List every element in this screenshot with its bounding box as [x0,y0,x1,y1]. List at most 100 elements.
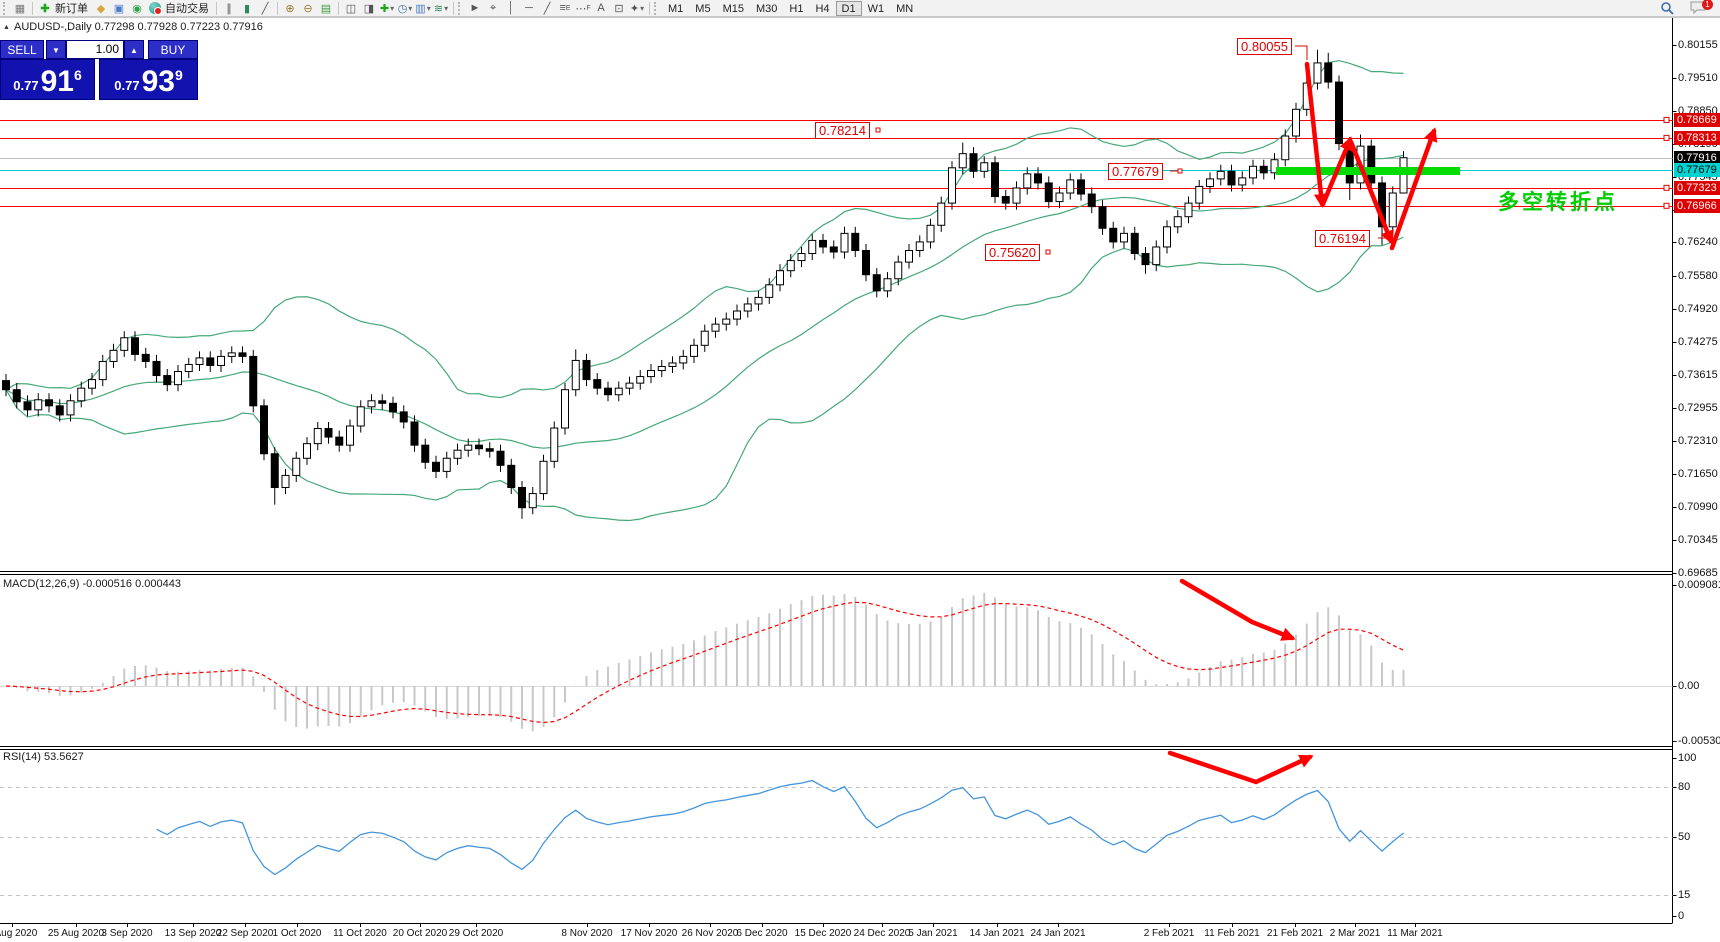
bar-chart-icon[interactable]: ∥ [226,2,232,15]
date-tick-label: 3 Sep 2020 [101,928,153,939]
indicator-list-icon[interactable]: ≋ ▾ [433,2,449,15]
timeframe-M15[interactable]: M15 [722,2,744,15]
date-tick-label: 24 Jan 2021 [1030,928,1086,939]
chat-badge: 1 [1702,0,1713,10]
date-tick-label: 6 Dec 2020 [736,928,788,939]
price-tick: 0.72955 [1678,402,1718,415]
price-tick: 0.69685 [1678,567,1718,579]
search-icon[interactable] [1658,1,1676,16]
timeframe-bar: M1 M5 M15 M30 H1 H4 D1 W1 MN [662,0,919,16]
trendline-icon[interactable]: ╱ [543,2,551,15]
auto-trading-label[interactable]: 自动交易 [165,3,209,15]
auto-arrange-icon[interactable]: ◫ [345,2,357,15]
volume-down-button[interactable]: ▼ [46,40,66,59]
date-tick-label: 11 Feb 2021 [1204,928,1260,939]
timeframe-D1[interactable]: D1 [835,0,862,16]
date-tick-label: 11 Oct 2020 [333,928,387,939]
date-tick-label: 22 Sep 2020 [216,928,274,939]
price-axis-badge: 0.78669 [1674,112,1720,127]
eraser-icon[interactable]: ◆ [96,2,106,15]
rsi-tick: 0 [1678,910,1685,922]
toolbar-grip[interactable] [654,1,659,15]
date-tick-label: 20 Oct 2020 [392,928,448,939]
date-tick-label: 14 Jan 2021 [969,928,1025,939]
chart-price-label[interactable]: 0.75620 [985,244,1040,261]
auto-trading-icon[interactable] [146,1,164,16]
price-tick: 0.71650 [1678,467,1718,480]
toolbar-grip[interactable] [3,1,8,15]
date-tick-label: 15 Dec 2020 [794,928,852,939]
bid-price[interactable]: 0.77 91 6 [0,59,95,100]
buy-button[interactable]: BUY [148,40,198,59]
chart-price-label[interactable]: 0.80055 [1237,38,1292,55]
zoom-out-icon[interactable]: ⊖ [303,2,313,15]
volume-input[interactable]: 1.00 [66,40,124,59]
chart-price-label[interactable]: 0.76194 [1315,230,1370,247]
date-tick-label: 25 Aug 2020 [47,928,105,939]
price-tick: 0.80155 [1678,39,1718,51]
signal-icon[interactable]: ◉ [132,2,142,15]
ask-price[interactable]: 0.77 93 9 [99,59,198,100]
price-axis-badge: 0.76966 [1674,198,1720,213]
equidistant-channel-icon[interactable]: ≡ E [559,2,571,14]
timeframe-H1[interactable]: H1 [789,2,804,15]
timeframe-M1[interactable]: M1 [668,2,684,15]
shapes-icon[interactable]: ✦ ▾ [629,2,645,15]
line-chart-icon[interactable]: ╱ [261,2,269,15]
volume-up-button[interactable]: ▲ [124,40,144,59]
chat-icon[interactable]: 1 [1690,0,1713,16]
toolbar: ▦ ✚ 新订单 ◆ ▣ ◉ 自动交易 ∥ ▮ ╱ ⊕ ⊖ ▤ ◫ ◨ ✚ ▾ ◷ ▾… [0,0,1720,17]
sell-button[interactable]: SELL [0,40,44,59]
rsi-tick: 50 [1678,831,1691,843]
date-tick-label: 2 Mar 2021 [1329,928,1381,939]
date-tick-label: 21 Feb 2021 [1266,928,1324,939]
price-axis-badge: 0.77323 [1674,180,1720,195]
date-tick-label: 11 Mar 2021 [1387,928,1443,939]
macd-label: MACD(12,26,9) -0.000516 0.000443 [3,578,181,590]
timeframe-W1[interactable]: W1 [867,2,885,15]
price-axis-badge: 0.77916 [1674,150,1720,165]
chart-window-icon[interactable]: ▦ [14,2,26,15]
price-tick: 0.72310 [1678,434,1718,447]
price-tick: 0.70990 [1678,501,1718,514]
toolbar-grip[interactable] [458,1,463,15]
timeframe-M5[interactable]: M5 [695,2,711,15]
text-icon[interactable]: A [597,2,605,14]
tile-windows-icon[interactable]: ▤ [320,2,332,15]
vertical-line-icon[interactable]: │ [507,2,515,14]
horizontal-line-icon[interactable]: ─ [525,2,533,14]
macd-tick: 0.009081 [1678,579,1720,591]
date-tick-label: 5 Jan 2021 [908,928,958,939]
rsi-tick: 15 [1678,889,1691,901]
candlestick-chart-icon[interactable]: ▮ [243,2,251,15]
toolbar-separator [216,1,217,15]
date-tick-label: 2 Feb 2021 [1143,928,1195,939]
timeframe-M30[interactable]: M30 [755,2,778,15]
rsi-tick: 80 [1678,781,1691,793]
crosshair-icon[interactable]: ⌖ [489,1,497,14]
fibonacci-icon[interactable]: ⋯ F [575,2,591,15]
chart-price-label[interactable]: 0.77679 [1108,163,1163,180]
price-tick: 0.75580 [1678,269,1718,282]
templates-icon[interactable]: ▥ ▾ [415,2,431,15]
new-order-label[interactable]: 新订单 [55,3,88,15]
track-chart-icon[interactable]: ◨ [363,2,375,15]
price-tick: 0.79510 [1678,71,1718,84]
zoom-in-icon[interactable]: ⊕ [285,2,295,15]
new-order-icon[interactable]: ✚ [40,2,50,15]
price-tick: 0.70345 [1678,533,1718,546]
publisher-icon[interactable]: ▣ [113,2,125,15]
chart-price-label[interactable]: 0.78214 [815,122,870,139]
price-axis-badge: 0.78313 [1674,130,1720,145]
cursor-icon[interactable]: ► [469,2,481,14]
timeframe-MN[interactable]: MN [896,2,914,15]
add-indicator-icon[interactable]: ✚ ▾ [379,2,395,15]
date-tick-label: 24 Dec 2020 [853,928,911,939]
periods-icon[interactable]: ◷ ▾ [397,2,413,15]
date-tick-label: 8 Nov 2020 [561,928,613,939]
text-label-icon[interactable]: ⊡ [614,2,624,15]
collapse-arrow-icon[interactable]: ▲ [3,24,10,31]
timeframe-H4[interactable]: H4 [815,2,830,15]
